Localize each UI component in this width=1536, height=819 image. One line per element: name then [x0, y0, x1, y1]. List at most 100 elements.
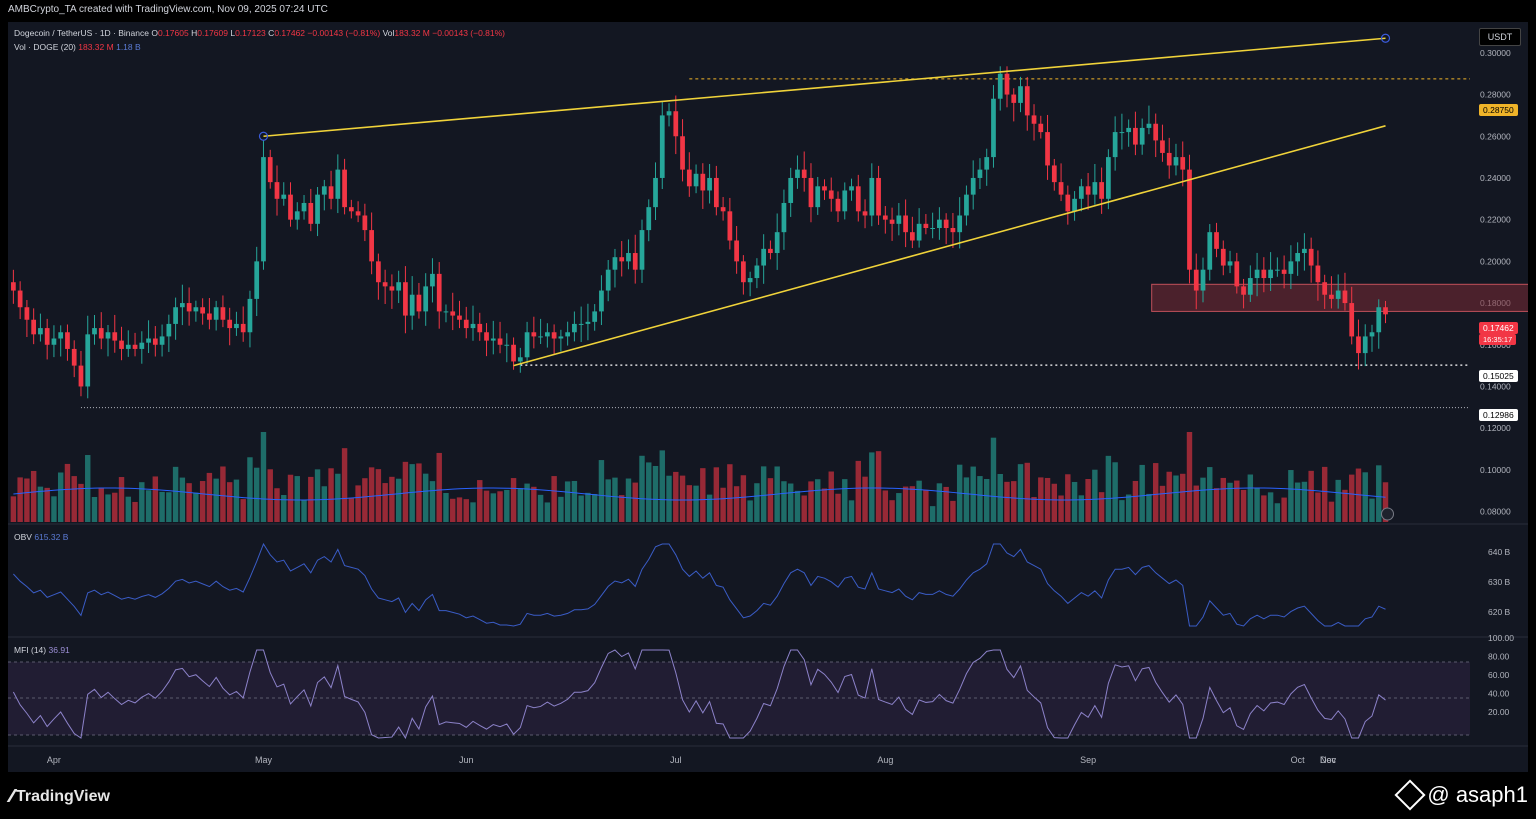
candle	[903, 215, 908, 233]
volume-bar	[166, 492, 172, 522]
candle	[1247, 278, 1253, 295]
volume-bar	[842, 479, 848, 522]
volume-bar	[341, 448, 348, 522]
volume-bar	[815, 479, 821, 522]
volume-bar	[1267, 492, 1274, 522]
volume-bar	[916, 480, 922, 522]
volume-bar	[1125, 494, 1132, 522]
candle	[1085, 186, 1091, 195]
binance-diamond-icon	[1394, 779, 1426, 811]
volume-bar	[51, 496, 57, 522]
volume-bar	[848, 500, 855, 522]
author-watermark: @ asaph1	[1394, 779, 1528, 811]
candle	[65, 332, 70, 349]
candle	[1220, 248, 1226, 266]
volume-bar	[436, 452, 442, 522]
volume-bar	[875, 451, 882, 522]
volume-bar	[159, 491, 165, 522]
volume-bar	[206, 472, 213, 522]
volume-bar	[362, 478, 368, 522]
volume-bar	[1132, 480, 1139, 522]
candle	[916, 223, 922, 241]
volume-bar	[450, 498, 456, 522]
candle	[159, 336, 165, 345]
candle	[937, 219, 942, 228]
volume-bar	[416, 463, 422, 522]
candle	[1072, 198, 1077, 212]
volume-bar	[260, 432, 267, 522]
volume-bar	[564, 481, 571, 522]
candle	[315, 194, 320, 224]
volume-bar	[801, 495, 807, 522]
volume-bar	[1247, 474, 1254, 522]
candle	[1187, 169, 1192, 270]
candle	[267, 157, 273, 183]
candle	[1193, 269, 1199, 291]
volume-bar	[1092, 469, 1098, 522]
candle	[497, 338, 503, 345]
mfi-tick: 20.00	[1488, 707, 1510, 717]
volume-bar	[747, 500, 753, 522]
volume-bar	[477, 480, 483, 522]
candle	[213, 307, 219, 320]
volume-bar	[118, 477, 125, 522]
candle	[1092, 182, 1098, 195]
volume-title[interactable]: Vol · DOGE (20)	[14, 42, 76, 52]
chart-canvas[interactable]: 0.30000 0.28000 0.26000 0.24000 0.22000 0.200…	[8, 22, 1528, 772]
candle	[1241, 286, 1246, 295]
volume-bar	[233, 479, 240, 522]
time-tick: May	[255, 755, 273, 765]
volume-bar	[1112, 462, 1118, 522]
volume-bar	[578, 495, 584, 522]
candle	[781, 202, 787, 233]
volume-bar	[558, 496, 564, 522]
volume-bar	[1200, 477, 1206, 522]
candle	[531, 332, 537, 337]
candle	[720, 207, 726, 212]
candle	[991, 98, 996, 158]
level-low-tag: 0.12986	[1479, 409, 1518, 421]
candle	[71, 348, 77, 366]
obv-title[interactable]: OBV	[14, 532, 32, 542]
candle	[1065, 194, 1071, 212]
candle	[261, 157, 266, 262]
volume-bar	[314, 469, 321, 522]
chart-area[interactable]: 0.30000 0.28000 0.26000 0.24000 0.22000 0.200…	[8, 22, 1528, 772]
candle	[923, 223, 929, 228]
candle	[234, 323, 239, 329]
volume-bar	[17, 477, 23, 522]
mfi-title[interactable]: MFI (14)	[14, 645, 47, 655]
symbol-title[interactable]: Dogecoin / TetherUS · 1D · Binance	[14, 28, 149, 38]
candle	[626, 253, 631, 262]
volume-bar	[132, 501, 138, 522]
candle	[666, 111, 672, 116]
candle	[1376, 307, 1382, 333]
volume-bar	[71, 476, 77, 522]
candle	[450, 311, 456, 316]
volume-bar	[1227, 482, 1233, 522]
candle	[835, 198, 841, 212]
price-tick: 0.26000	[1480, 131, 1511, 141]
candle	[173, 307, 178, 324]
price-tick: 0.28000	[1480, 90, 1511, 100]
tradingview-logo[interactable]: ⁄⁄ TradingView	[10, 786, 110, 806]
candle	[984, 157, 990, 170]
candle	[200, 307, 206, 314]
candle	[1268, 269, 1273, 279]
candle	[423, 286, 429, 312]
candle	[1302, 248, 1307, 254]
upper-trendline	[263, 37, 1386, 138]
volume-bar	[1024, 462, 1030, 522]
candle	[544, 332, 550, 337]
time-tick: Sep	[1080, 755, 1096, 765]
candle	[112, 332, 118, 341]
volume-bar	[605, 479, 611, 522]
level-high-tag: 0.28750	[1479, 104, 1518, 116]
currency-button[interactable]: USDT	[1479, 28, 1521, 46]
volume-bar	[112, 492, 118, 522]
candle	[119, 340, 124, 349]
volume-bar	[145, 490, 152, 522]
candle	[855, 186, 861, 212]
candle	[1180, 157, 1186, 170]
volume-bar	[1065, 474, 1071, 522]
